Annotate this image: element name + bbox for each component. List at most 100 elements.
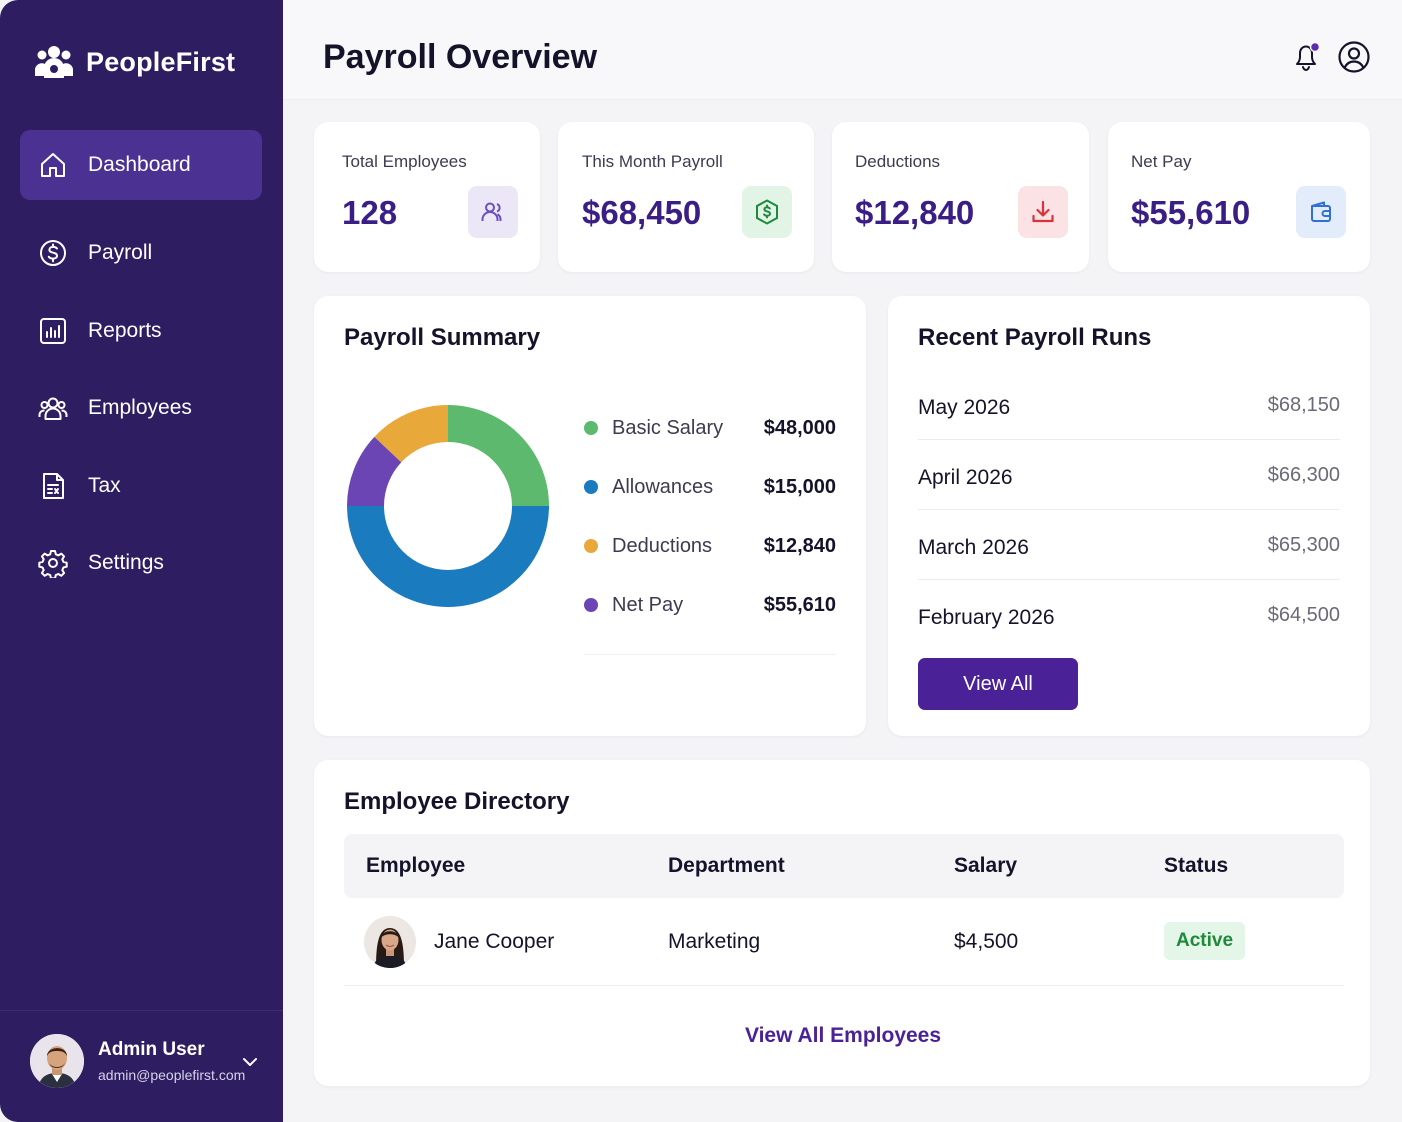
page-title: Payroll Overview: [323, 38, 598, 76]
legend-dot: [584, 421, 598, 435]
download-icon: [1032, 200, 1054, 223]
run-month: April 2026: [918, 466, 1013, 489]
run-amount: $64,500: [1267, 604, 1340, 626]
sidebar-divider: [0, 1010, 283, 1011]
stat-card-net-pay: Net Pay $55,610: [1108, 122, 1370, 272]
legend-name: Allowances: [612, 475, 714, 498]
sidebar-item-settings[interactable]: Settings: [20, 528, 262, 598]
stat-icon-wrap: [468, 186, 518, 238]
stat-value: $68,450: [582, 194, 702, 231]
sidebar: PeopleFirst Dashboard Payroll Reports Em…: [0, 0, 283, 1122]
home-icon: [41, 153, 65, 177]
admin-avatar-icon: [30, 1034, 84, 1088]
sidebar-item-label: Dashboard: [88, 153, 191, 176]
payroll-run-row[interactable]: March 2026 $65,300: [918, 510, 1340, 580]
card-title: Recent Payroll Runs: [918, 324, 1152, 351]
legend-name: Basic Salary: [612, 416, 724, 439]
payroll-run-row[interactable]: April 2026 $66,300: [918, 440, 1340, 510]
sidebar-item-label: Employees: [88, 396, 192, 419]
payroll-run-row[interactable]: February 2026 $64,500: [918, 580, 1340, 650]
document-icon: [43, 473, 64, 499]
legend-dot: [584, 480, 598, 494]
stat-value: 128: [342, 194, 398, 231]
legend-name: Deductions: [612, 534, 713, 557]
stat-label: Total Employees: [342, 152, 467, 171]
run-month: May 2026: [918, 396, 1011, 419]
employee-department: Marketing: [668, 930, 761, 953]
bar-chart-icon: [40, 318, 66, 344]
card-title: Employee Directory: [344, 788, 570, 815]
divider: [584, 654, 836, 655]
stat-label: Deductions: [855, 152, 941, 171]
people-logo-icon: [35, 46, 73, 78]
employee-avatar-icon: [364, 916, 416, 968]
users-icon: [38, 397, 68, 420]
user-profile-icon[interactable]: [1337, 40, 1371, 74]
stat-value: $12,840: [855, 194, 975, 231]
stat-card-month-payroll: This Month Payroll $68,450: [558, 122, 814, 272]
legend-dot: [584, 539, 598, 553]
user-name: Admin User: [98, 1039, 205, 1060]
users-icon: [481, 202, 502, 221]
stat-label: This Month Payroll: [582, 152, 723, 171]
card-title: Payroll Summary: [344, 324, 541, 351]
legend-value: $15,000: [763, 475, 836, 498]
legend-item-basic-salary: Basic Salary $48,000: [584, 413, 836, 443]
status-badge: Active: [1164, 922, 1246, 960]
stat-label: Net Pay: [1131, 152, 1192, 171]
legend-dot: [584, 598, 598, 612]
avatar: [364, 916, 416, 968]
stat-value: $55,610: [1131, 194, 1251, 231]
legend-item-deductions: Deductions $12,840: [584, 531, 836, 561]
donut-slice-net-pay: [347, 436, 402, 506]
chevron-down-icon[interactable]: [240, 1052, 260, 1072]
top-header: Payroll Overview: [283, 0, 1402, 100]
gear-icon: [38, 550, 68, 578]
run-month: February 2026: [918, 606, 1055, 629]
legend-value: $48,000: [763, 416, 836, 439]
sidebar-item-reports[interactable]: Reports: [20, 296, 262, 366]
run-amount: $65,300: [1267, 534, 1340, 556]
employee-name[interactable]: Jane Cooper: [434, 930, 555, 953]
recent-payroll-runs-card: Recent Payroll Runs May 2026 $68,150 Apr…: [888, 296, 1370, 736]
stat-card-deductions: Deductions $12,840: [832, 122, 1089, 272]
sidebar-item-label: Reports: [88, 319, 162, 342]
wallet-icon: [1311, 201, 1331, 222]
column-header-department[interactable]: Department: [668, 854, 785, 877]
employee-salary: $4,500: [954, 930, 1019, 953]
stat-icon-wrap: [1018, 186, 1068, 238]
legend-item-allowances: Allowances $15,000: [584, 472, 836, 502]
user-email: admin@peoplefirst.com: [98, 1067, 246, 1083]
user-profile[interactable]: Admin User admin@peoplefirst.com: [30, 1034, 245, 1088]
column-header-salary[interactable]: Salary: [954, 854, 1018, 877]
legend-name: Net Pay: [612, 593, 684, 616]
run-month: March 2026: [918, 536, 1029, 559]
legend-item-net-pay: Net Pay $55,610: [584, 590, 836, 620]
brand-name: PeopleFirst: [86, 46, 236, 77]
table-row[interactable]: Jane Cooper Marketing $4,500 Active: [344, 898, 1344, 986]
payroll-run-row[interactable]: May 2026 $68,150: [918, 370, 1340, 440]
brand[interactable]: PeopleFirst: [34, 42, 235, 82]
view-all-employees-link[interactable]: View All Employees: [744, 1024, 942, 1047]
sidebar-item-tax[interactable]: Tax: [20, 451, 262, 521]
dollar-circle-icon: [40, 240, 66, 266]
notification-bell-icon[interactable]: [1291, 40, 1323, 74]
column-header-status[interactable]: Status: [1164, 854, 1229, 877]
legend-value: $12,840: [763, 534, 836, 557]
table-header: Employee Department Salary Status: [344, 834, 1344, 898]
sidebar-item-label: Payroll: [88, 241, 153, 264]
stat-card-total-employees: Total Employees 128: [314, 122, 540, 272]
avatar: [30, 1034, 84, 1088]
run-amount: $66,300: [1267, 464, 1340, 486]
payroll-donut-chart: [347, 405, 549, 607]
column-header-employee[interactable]: Employee: [366, 854, 466, 877]
money-icon: [756, 199, 778, 225]
sidebar-item-dashboard[interactable]: Dashboard: [20, 130, 262, 200]
donut-slice-basic-salary: [448, 405, 549, 506]
view-all-button[interactable]: View All: [918, 658, 1078, 710]
sidebar-item-employees[interactable]: Employees: [20, 373, 262, 443]
donut-slice-deductions: [374, 405, 448, 463]
sidebar-item-payroll[interactable]: Payroll: [20, 218, 262, 288]
stat-icon-wrap: [742, 186, 792, 238]
stat-icon-wrap: [1296, 186, 1346, 238]
